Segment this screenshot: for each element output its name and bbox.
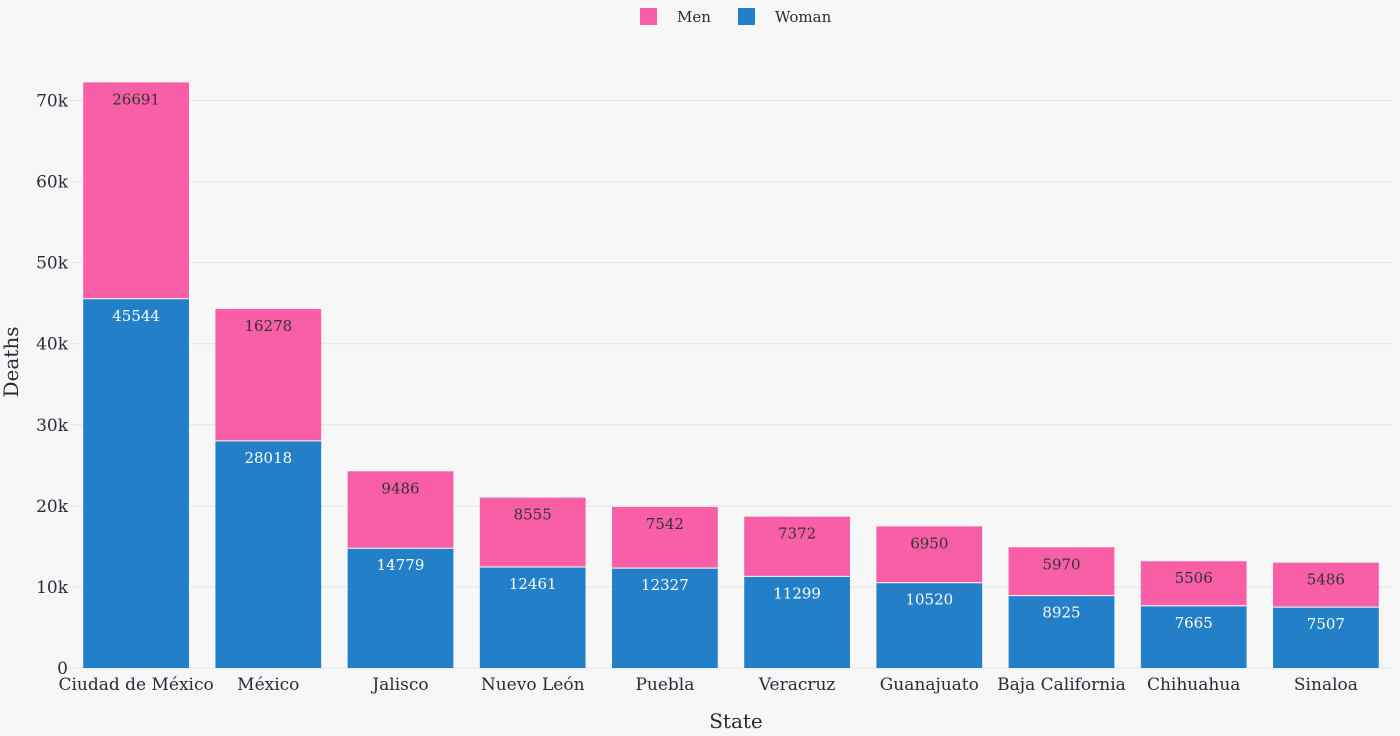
bar-segment-men[interactable] [612,506,718,569]
bar-value-label: 10520 [905,591,953,609]
bar-value-label: 7372 [778,525,816,543]
bar-value-label: 12327 [641,576,689,594]
bar-value-label: 7542 [646,515,684,533]
x-tick-label: Chihuahua [1147,675,1240,695]
bar-value-label: 16278 [244,317,292,335]
legend-swatch-men[interactable] [640,8,657,25]
bar-segment-woman[interactable] [1008,595,1115,668]
x-tick-label: Ciudad de México [58,675,213,695]
y-tick-label: 60k [36,173,69,193]
bar-value-label: 26691 [112,90,160,108]
x-tick-label: Baja California [997,675,1126,695]
bar-value-label: 8925 [1042,604,1080,622]
bar-value-label: 5970 [1042,555,1080,573]
bar-value-label: 11299 [773,584,821,602]
bar-segment-men[interactable] [83,82,189,299]
legend-label-men[interactable]: Men [677,8,711,26]
bar-segment-woman[interactable] [744,576,850,668]
bar-value-label: 28018 [244,449,292,467]
x-tick-label: Sinaloa [1294,675,1358,695]
bar-segment-men[interactable] [215,308,322,441]
bar-value-label: 12461 [509,575,557,593]
bars [83,82,1379,668]
bar-segment-men[interactable] [347,471,454,549]
y-axis: 0 10k 20k 30k 40k 50k 60k 70k [36,92,69,679]
bar-value-label: 8555 [514,506,552,524]
y-tick-label: 10k [36,578,69,598]
x-tick-label: Veracruz [758,675,836,695]
y-tick-label: 30k [36,416,69,436]
bar-segment-woman[interactable] [876,582,983,668]
bar-segment-woman[interactable] [1273,607,1379,668]
y-tick-label: 50k [36,254,69,274]
bar-segment-men[interactable] [744,516,850,577]
bar-value-label: 45544 [112,307,160,325]
y-tick-label: 70k [36,92,69,112]
bar-segment-men[interactable] [1140,561,1247,606]
bar-segment-woman[interactable] [1140,605,1247,668]
bar-segment-woman[interactable] [612,568,718,668]
bar-value-label: 5486 [1307,571,1345,589]
bar-value-labels: 45544 26691 28018 16278 14779 9486 12461 8555 12… [112,90,1345,633]
x-tick-label: México [237,675,299,695]
legend[interactable]: Men Woman [640,8,832,26]
x-tick-label: Puebla [635,675,694,695]
x-tick-label: Guanajuato [880,675,979,695]
bar-value-label: 14779 [377,556,425,574]
bar-value-label: 9486 [381,479,419,497]
legend-swatch-woman[interactable] [738,8,755,25]
bar-segment-woman[interactable] [479,566,586,668]
y-tick-label: 20k [36,497,69,517]
legend-label-woman[interactable]: Woman [775,8,832,26]
x-axis-title: State [709,709,763,733]
bar-segment-woman[interactable] [215,440,322,668]
x-axis: Ciudad de México México Jalisco Nuevo León P… [58,675,1357,695]
x-tick-label: Nuevo León [481,675,585,695]
bar-segment-woman[interactable] [347,548,454,668]
y-tick-label: 40k [36,335,69,355]
bar-segment-men[interactable] [1273,562,1379,608]
x-tick-label: Jalisco [370,675,428,695]
bar-segment-men[interactable] [479,497,586,567]
y-axis-title: Deaths [0,327,23,398]
bar-segment-woman[interactable] [83,298,189,668]
y-tick-label: 0 [57,659,68,679]
bar-segment-men[interactable] [876,526,983,583]
bar-value-label: 6950 [910,534,948,552]
bar-segment-men[interactable] [1008,547,1115,596]
bar-value-label: 7665 [1175,614,1213,632]
bar-value-label: 7507 [1307,615,1345,633]
bar-value-label: 5506 [1175,569,1213,587]
